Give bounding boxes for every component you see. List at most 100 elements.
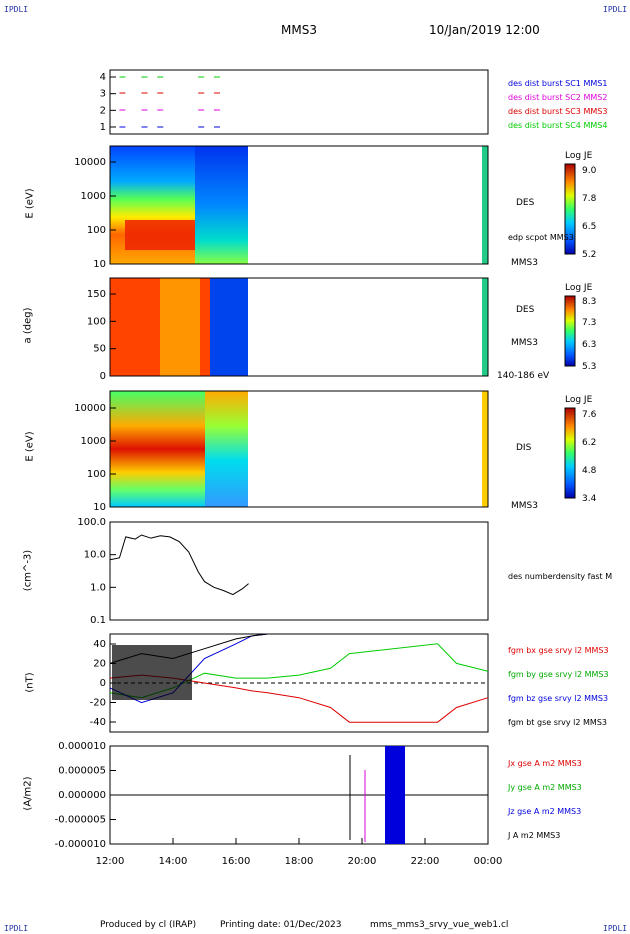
current-yticks: -0.000010 -0.000005 0.000000 0.000005 0.0000… bbox=[55, 741, 116, 850]
corner-label-tr: IPDLI bbox=[603, 5, 628, 14]
bfield-legend-by: fgm by gse srvy l2 MMS3 bbox=[508, 670, 609, 679]
y-tick-label: 0.1 bbox=[90, 615, 106, 626]
panel-burst-yticks: 1 2 3 4 bbox=[100, 72, 116, 133]
colorbar-dis-energy-tick-3: 3.4 bbox=[582, 494, 597, 504]
y-tick-label: 3 bbox=[100, 89, 106, 100]
colorbar-dis-energy-tick-2: 4.8 bbox=[582, 466, 597, 476]
burst-legend: des dist burst SC1 MMS1 des dist burst SC… bbox=[508, 79, 607, 130]
y-tick-label: 100 bbox=[87, 316, 106, 327]
panel-des-pitch: 0 50 100 150 bbox=[87, 277, 489, 382]
current-legend-jy: Jy gse A m2 MMS3 bbox=[508, 783, 582, 792]
y-tick-label: -0.000005 bbox=[55, 815, 106, 826]
time-tick-label: 22:00 bbox=[411, 856, 440, 867]
dis-energy-frame bbox=[109, 390, 489, 508]
time-tick-label: 18:00 bbox=[285, 856, 314, 867]
panel-bfield: -40 -20 0 20 40 bbox=[90, 633, 489, 733]
y-tick-label: 0.000005 bbox=[58, 766, 106, 777]
y-tick-label: -40 bbox=[90, 717, 106, 728]
ylabel-des-energy: E (eV) bbox=[24, 188, 36, 219]
y-tick-label: 1000 bbox=[81, 436, 106, 447]
time-axis-ticks: 12:00 14:00 16:00 18:00 20:00 22:00 00:00 bbox=[96, 838, 503, 867]
time-tick-label: 00:00 bbox=[474, 856, 503, 867]
panel-burst: 1 2 3 4 bbox=[100, 69, 489, 135]
des-pitch-side-label3: 140-186 eV bbox=[497, 371, 550, 381]
panel-des-energy: 10 100 1000 10000 bbox=[74, 145, 489, 270]
y-tick-label: 2 bbox=[100, 105, 106, 116]
dis-energy-edge-strip bbox=[482, 391, 488, 507]
panel-burst-lines bbox=[119, 76, 221, 128]
time-tick-label: 14:00 bbox=[159, 856, 188, 867]
des-pitch-side-label: DES bbox=[516, 305, 535, 315]
colorbar-des-pitch-tick-3: 5.3 bbox=[582, 362, 597, 372]
y-tick-label: -20 bbox=[90, 698, 106, 709]
dis-energy-side-label: DIS bbox=[516, 443, 532, 453]
y-tick-label: 0 bbox=[100, 678, 106, 689]
y-tick-label: 10 bbox=[93, 502, 106, 513]
burst-legend-entry: des dist burst SC2 MMS2 bbox=[508, 93, 607, 102]
burst-legend-entry: des dist burst SC4 MMS4 bbox=[508, 121, 607, 130]
density-series-line bbox=[109, 534, 249, 596]
y-tick-label: 1.0 bbox=[90, 582, 106, 593]
current-spike-block bbox=[385, 746, 405, 844]
des-energy-frame bbox=[109, 145, 489, 265]
current-legend-j: J A m2 MMS3 bbox=[508, 831, 561, 840]
des-pitch-yticks: 0 50 100 150 bbox=[87, 289, 116, 382]
y-tick-label: 4 bbox=[100, 72, 106, 83]
corner-label-bl: IPDLI bbox=[4, 924, 29, 933]
corner-label-tl: IPDLI bbox=[4, 5, 29, 14]
y-tick-label: -0.000010 bbox=[55, 839, 106, 850]
y-tick-label: 0 bbox=[100, 371, 106, 382]
y-tick-label: 100 bbox=[87, 225, 106, 236]
colorbar-des-pitch bbox=[564, 295, 576, 367]
mission-title: MMS3 bbox=[281, 23, 317, 37]
dis-energy-yticks: 10 100 1000 10000 bbox=[74, 403, 116, 513]
density-legend: des numberdensity fast M bbox=[508, 572, 613, 581]
colorbar-des-pitch-tick-2: 6.3 bbox=[582, 340, 597, 350]
bfield-legend-bx: fgm bx gse srvy l2 MMS3 bbox=[508, 646, 609, 655]
density-frame bbox=[109, 521, 489, 621]
bfield-noise-block bbox=[112, 645, 192, 700]
burst-legend-entry: des dist burst SC3 MMS3 bbox=[508, 107, 607, 116]
des-energy-side-label2: edp scpot MMS3 bbox=[508, 233, 574, 242]
y-tick-label: 20 bbox=[93, 659, 106, 670]
y-tick-label: 10 bbox=[93, 259, 106, 270]
current-legend-jx: Jx gse A m2 MMS3 bbox=[508, 759, 582, 768]
y-tick-label: 40 bbox=[93, 639, 106, 650]
des-pitch-spectrum-mid bbox=[160, 278, 200, 376]
y-tick-label: 10000 bbox=[74, 403, 106, 414]
panel-dis-energy: 10 100 1000 10000 bbox=[74, 390, 489, 513]
density-yticks: 0.1 1.0 10.0 100.0 bbox=[77, 517, 116, 626]
des-pitch-edge-strip bbox=[482, 278, 488, 376]
time-tick-label: 20:00 bbox=[348, 856, 377, 867]
des-pitch-side-label2: MMS3 bbox=[511, 338, 538, 348]
colorbar-des-energy bbox=[564, 163, 576, 255]
panel-density: 0.1 1.0 10.0 100.0 bbox=[77, 517, 489, 626]
ylabel-des-pitch: a (deg) bbox=[22, 307, 34, 344]
panel-current: -0.000010 -0.000005 0.000000 0.000005 0.0000… bbox=[55, 741, 489, 850]
dis-energy-side-label2: MMS3 bbox=[511, 501, 538, 511]
colorbar-dis-energy-tick-0: 7.6 bbox=[582, 410, 597, 420]
colorbar-des-energy-title: Log JE bbox=[565, 151, 593, 161]
y-tick-label: 150 bbox=[87, 289, 106, 300]
panel-burst-frame bbox=[109, 69, 489, 135]
ylabel-bfield: (nT) bbox=[24, 672, 36, 693]
des-energy-edge-strip bbox=[482, 146, 488, 264]
current-legend-jz: Jz gse A m2 MMS3 bbox=[508, 807, 582, 816]
y-tick-label: 0.000010 bbox=[58, 741, 106, 752]
y-tick-label: 10.0 bbox=[84, 550, 106, 561]
colorbar-des-energy-tick-3: 5.2 bbox=[582, 250, 597, 260]
colorbar-dis-energy-tick-1: 6.2 bbox=[582, 438, 597, 448]
colorbar-des-energy-tick-0: 9.0 bbox=[582, 166, 597, 176]
des-energy-side-label3: MMS3 bbox=[511, 258, 538, 268]
footer-printing: Printing date: 01/Dec/2023 bbox=[220, 920, 342, 930]
y-tick-label: 100.0 bbox=[77, 517, 106, 528]
date-title: 10/Jan/2019 12:00 bbox=[429, 23, 540, 37]
time-tick-label: 12:00 bbox=[96, 856, 125, 867]
ylabel-density: (cm^-3) bbox=[22, 549, 34, 592]
y-tick-label: 100 bbox=[87, 469, 106, 480]
bfield-legend-bt: fgm bt gse srvy l2 MMS3 bbox=[508, 718, 607, 727]
colorbar-des-energy-tick-1: 7.8 bbox=[582, 194, 597, 204]
footer-produced: Produced by cl (IRAP) bbox=[100, 920, 197, 930]
y-tick-label: 1000 bbox=[81, 191, 106, 202]
